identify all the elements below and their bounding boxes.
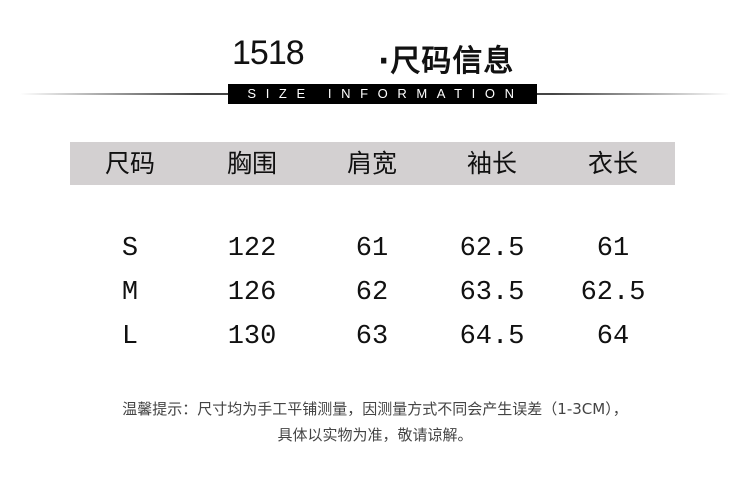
note-text: 具体以实物为准，敬请谅解。 — [277, 426, 473, 444]
table-cell: 122 — [227, 234, 277, 264]
table-cell: 62.5 — [580, 278, 646, 308]
page-title: ·尺码信息 — [378, 44, 515, 79]
table-cell: L — [121, 322, 139, 352]
table-cell: 63 — [355, 322, 389, 352]
column-header: 肩宽 — [346, 149, 397, 178]
column-header: 尺码 — [104, 149, 155, 178]
table-cell: 126 — [227, 278, 277, 308]
table-cell: M — [121, 278, 139, 308]
table-cell: 64.5 — [459, 322, 525, 352]
note-text: 温馨提示：尺寸均为手工平铺测量，因测量方式不同会产生误差（1-3CM）， — [122, 400, 628, 418]
column-header: 胸围 — [226, 149, 277, 178]
column-header: 衣长 — [587, 149, 638, 178]
table-cell: 62.5 — [459, 234, 525, 264]
table-cell: 61 — [355, 234, 389, 264]
product-code: 1518 — [232, 34, 305, 72]
table-cell: S — [121, 234, 139, 264]
table-row: S 122 61 62.5 61 — [0, 234, 750, 270]
table-row: L 130 63 64.5 64 — [0, 322, 750, 358]
subtitle-band: SIZE INFORMATION — [228, 84, 537, 104]
table-header: 尺码 胸围 肩宽 袖长 衣长 — [70, 142, 675, 185]
table-row: M 126 62 63.5 62.5 — [0, 278, 750, 314]
table-cell: 130 — [227, 322, 277, 352]
table-cell: 64 — [596, 322, 630, 352]
column-header: 袖长 — [466, 149, 517, 178]
table-cell: 61 — [596, 234, 630, 264]
table-cell: 62 — [355, 278, 389, 308]
table-cell: 63.5 — [459, 278, 525, 308]
